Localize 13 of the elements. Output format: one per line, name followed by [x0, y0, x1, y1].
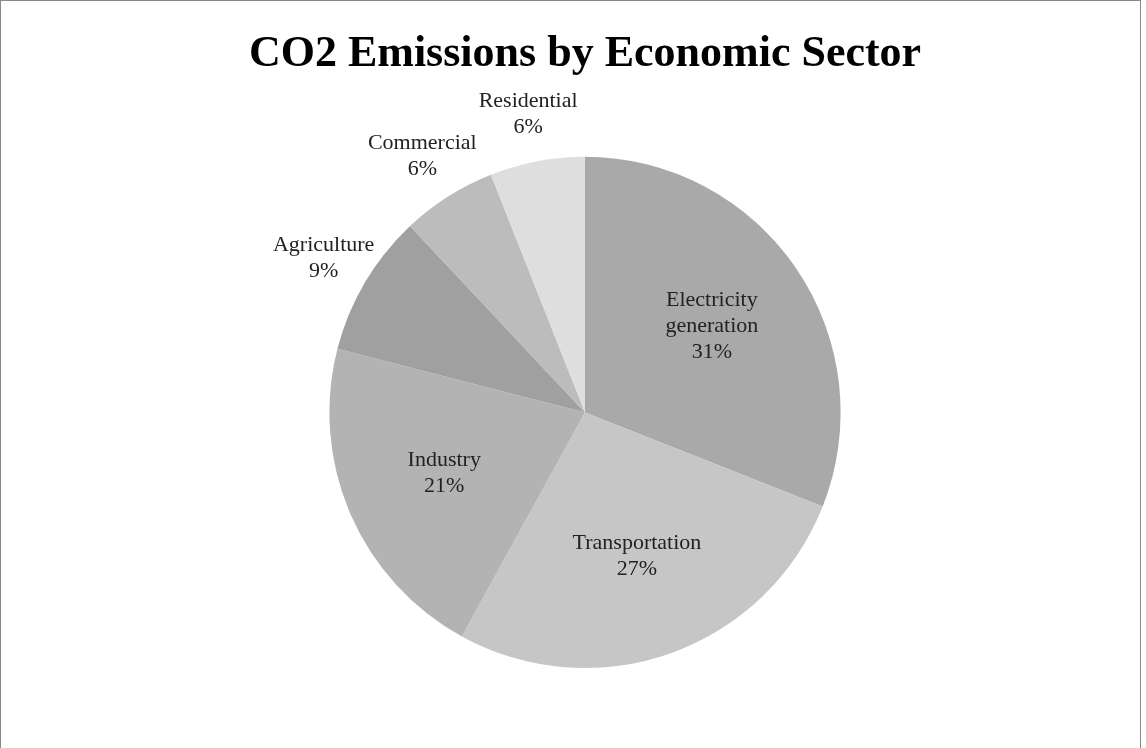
- slice-label: Industry: [407, 446, 481, 472]
- data-label: 31%: [691, 337, 733, 363]
- data-label: 21%: [424, 472, 465, 498]
- slice-label: Agriculture: [272, 230, 375, 256]
- slice-label: Electricity generation: [665, 285, 759, 337]
- data-label: 6%: [407, 154, 437, 180]
- data-label: 9%: [309, 256, 339, 282]
- data-label: 27%: [616, 555, 658, 581]
- data-label: 6%: [513, 112, 543, 138]
- chart-title: CO2 Emissions by Economic Sector: [248, 26, 922, 76]
- slice-label: Transportation: [572, 529, 702, 555]
- slice-label: Residential: [478, 86, 578, 112]
- slice-label: Commercial: [367, 128, 477, 154]
